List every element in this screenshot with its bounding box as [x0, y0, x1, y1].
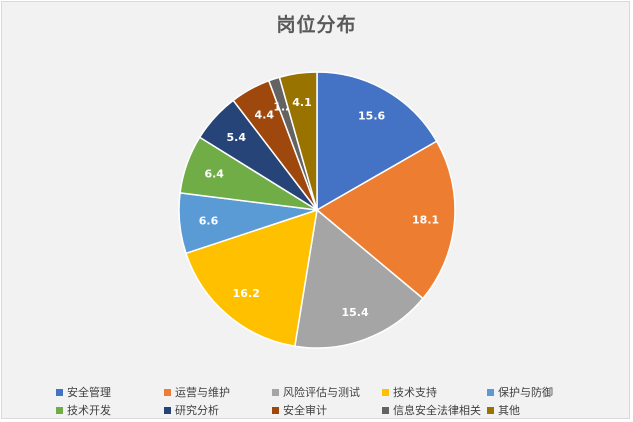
legend-item: 风险评估与测试: [272, 384, 382, 400]
pie-slice: [185, 208, 318, 348]
legend-item: 运营与维护: [164, 384, 272, 400]
legend-swatch: [272, 406, 279, 414]
legend-swatch: [487, 388, 494, 396]
legend-item: 技术支持: [382, 384, 487, 400]
pie-slice: [278, 71, 318, 211]
legend-swatch: [56, 406, 63, 414]
legend-label: 信息安全法律相关: [393, 404, 481, 417]
data-label: 6.6: [199, 215, 219, 228]
chart-title: 岗位分布: [276, 14, 357, 36]
legend-row: 安全管理 运营与维护 风险评估与测试 技术支持 保护与防御: [56, 383, 616, 401]
legend-swatch: [272, 388, 279, 396]
legend-label: 保护与防御: [498, 386, 553, 399]
legend: 安全管理 运营与维护 风险评估与测试 技术支持 保护与防御 技术开发 研究分析 安全审计 信息…: [56, 383, 616, 419]
data-label: 16.2: [233, 287, 260, 300]
legend-swatch: [487, 406, 494, 414]
legend-swatch: [382, 406, 389, 414]
legend-swatch: [56, 388, 63, 396]
legend-swatch: [164, 388, 171, 396]
data-label: 15.4: [341, 306, 368, 319]
data-label: 15.6: [358, 110, 385, 123]
legend-item: 安全管理: [56, 384, 164, 400]
data-label: 4.1: [292, 96, 312, 109]
legend-label: 技术支持: [393, 386, 437, 399]
data-label: 5.4: [226, 131, 246, 144]
legend-label: 研究分析: [175, 404, 219, 417]
data-label: 6.4: [204, 168, 224, 181]
legend-swatch: [382, 388, 389, 396]
pie-slice: [315, 140, 456, 300]
legend-item: 其他: [487, 402, 592, 418]
legend-item: 安全审计: [272, 402, 382, 418]
data-label: 18.1: [412, 214, 439, 227]
pie-slice: [293, 208, 424, 349]
legend-item: 信息安全法律相关: [382, 402, 487, 418]
legend-item: 技术开发: [56, 402, 164, 418]
legend-row: 技术开发 研究分析 安全审计 信息安全法律相关 其他: [56, 401, 616, 419]
legend-label: 安全审计: [283, 404, 327, 417]
legend-item: 保护与防御: [487, 384, 592, 400]
legend-label: 技术开发: [67, 404, 111, 417]
legend-label: 安全管理: [67, 386, 111, 399]
data-label: 4.4: [255, 109, 275, 122]
legend-label: 运营与维护: [175, 386, 230, 399]
legend-label: 其他: [498, 404, 520, 417]
legend-item: 研究分析: [164, 402, 272, 418]
legend-label: 风险评估与测试: [283, 386, 360, 399]
pie-slice: [316, 71, 438, 212]
legend-swatch: [164, 406, 171, 414]
